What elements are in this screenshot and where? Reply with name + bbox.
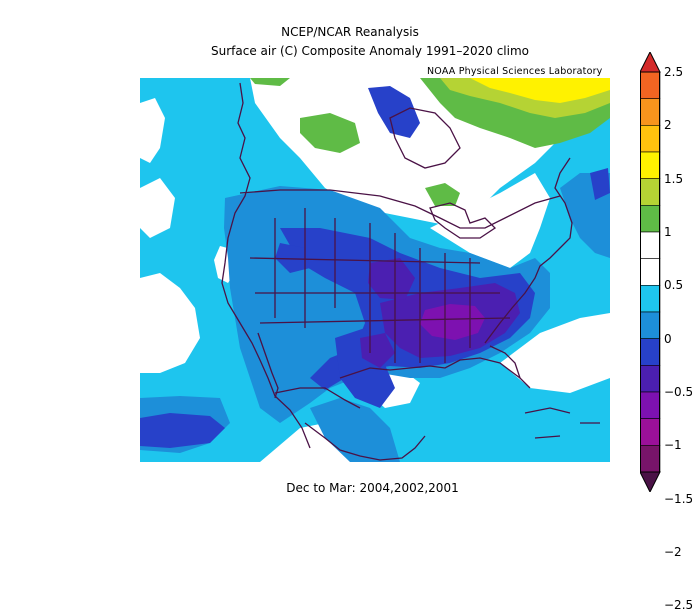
anomaly-zero-pacific	[140, 273, 200, 373]
anomaly-neg2-midwest	[368, 258, 415, 300]
anomaly-neg15-hudson	[368, 86, 420, 138]
state-lines-2	[249, 257, 511, 324]
colorbar-tick-label: 0	[664, 331, 672, 346]
anomaly-neg25-core	[420, 304, 485, 340]
coastline-florida	[489, 345, 521, 379]
coastline-baja	[257, 332, 279, 399]
colorbar-block	[640, 365, 661, 393]
anomaly-pos05-alaska	[250, 78, 290, 86]
colorbar-block	[640, 125, 661, 153]
colorbar-block	[640, 391, 661, 419]
colorbar-blocks	[640, 52, 661, 492]
colorbar-tick-label: −1	[664, 438, 682, 453]
anomaly-pos15-north	[470, 78, 610, 103]
colorbar-tick-label: −2.5	[664, 598, 694, 612]
anomaly-zero-atlantic	[500, 313, 610, 393]
colorbar-block	[640, 311, 661, 339]
caribbean-islands	[524, 407, 600, 439]
colorbar-top-arrow	[640, 52, 661, 73]
credit-label: NOAA Physical Sciences Laboratory	[427, 66, 603, 77]
colorbar-block	[640, 418, 661, 446]
colorbar-tick-label: 1	[664, 225, 672, 239]
state-lines-1	[274, 208, 471, 363]
colorbar-frame	[640, 71, 660, 473]
chart-subtitle: Surface air (C) Composite Anomaly 1991–2…	[210, 44, 530, 58]
colorbar-tick-label: 0.5	[664, 278, 684, 293]
anomaly-pos05-ontario	[425, 183, 460, 206]
colorbar-block	[640, 98, 661, 126]
colorbar	[640, 52, 661, 492]
colorbar-block	[640, 151, 661, 179]
anomaly-zero-west-ocean	[140, 98, 165, 163]
colorbar-block	[640, 258, 661, 286]
anomaly-neg15-quebec	[590, 168, 610, 200]
coastline-east	[484, 157, 573, 344]
anomaly-zero-westpatch	[140, 178, 175, 238]
colorbar-tick-label: −2	[664, 545, 682, 559]
colorbar-block	[640, 285, 661, 313]
chart-title: NCEP/NCAR Reanalysis	[281, 25, 419, 39]
border-us-canada	[239, 189, 561, 229]
anomaly-neg1-mexico	[310, 398, 400, 462]
colorbar-tick-label: 2	[664, 118, 672, 133]
colorbar-block	[640, 71, 661, 99]
anomaly-map	[140, 78, 610, 462]
anomaly-neg2-texas	[360, 333, 395, 368]
anomaly-neg15-pacific	[140, 413, 225, 448]
colorbar-block	[640, 445, 661, 473]
date-range-label: Dec to Mar: 2004,2002,2001	[286, 481, 459, 495]
map-boundaries	[221, 82, 600, 461]
colorbar-tick-label: 1.5	[664, 171, 684, 186]
anomaly-pos05-arctic	[300, 113, 360, 153]
colorbar-tick-label: −1.5	[664, 491, 694, 506]
coastline-mexico	[304, 422, 426, 461]
coastline-gulf	[339, 357, 531, 389]
colorbar-tick-label: −0.5	[664, 385, 694, 399]
anomaly-neg15-west	[275, 243, 310, 273]
anomaly-neg15-south	[335, 328, 395, 408]
colorbar-block	[640, 231, 661, 259]
border-us-mexico	[274, 387, 361, 409]
great-lakes	[429, 202, 497, 239]
colorbar-tick-label: 2.5	[664, 65, 684, 79]
hudson-bay	[389, 107, 461, 169]
colorbar-block	[640, 205, 661, 233]
colorbar-block	[640, 178, 661, 206]
colorbar-block	[640, 338, 661, 366]
coastline-west	[221, 82, 311, 449]
anomaly-zero-hudson	[430, 173, 550, 268]
